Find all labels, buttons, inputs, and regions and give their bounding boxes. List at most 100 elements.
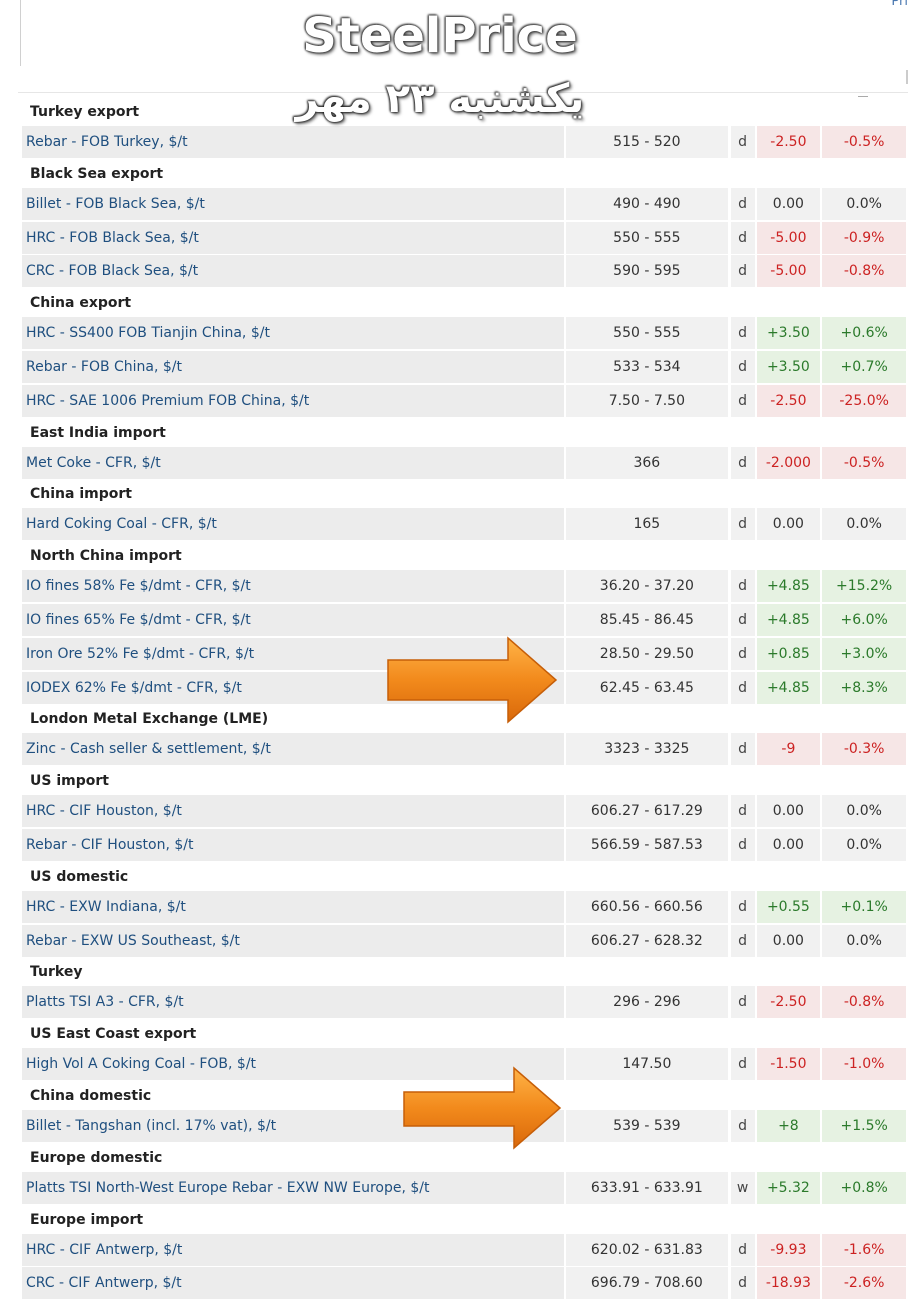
percent-change: -0.9% [822,221,906,254]
table-top-rule [18,92,908,93]
price-change: 0.00 [756,924,821,957]
product-link[interactable]: Hard Coking Coal - CFR, $/t [22,508,565,541]
price-change: -1.50 [756,1048,821,1081]
watermark-title: SteelPrice [302,8,578,64]
percent-change: +1.5% [822,1109,906,1142]
table-row: HRC - FOB Black Sea, $/t 550 - 555 d -5.00-… [22,221,906,254]
percent-change: +0.1% [822,890,906,923]
percent-change: +6.0% [822,603,906,636]
price-range: 539 - 539 [566,1109,728,1142]
price-range: 165 [566,508,728,541]
table-row: Rebar - FOB China, $/t 533 - 534 d +3.50 +0.… [22,350,906,383]
frequency: d [730,637,755,670]
table-row: IODEX 62% Fe $/dmt - CFR, $/t 62.45 - 63.… [22,671,906,704]
product-link[interactable]: CRC - FOB Black Sea, $/t [22,255,565,288]
percent-change: -1.0% [822,1048,906,1081]
price-range: 550 - 555 [566,317,728,350]
orange-arrow-icon [387,636,558,724]
section-header: China export [22,289,906,318]
table-row: Met Coke - CFR, $/t 366 d -2.000 -0.5% [22,446,906,479]
frequency: d [730,570,755,603]
section-header: North China import [22,542,906,571]
frequency: d [730,828,755,861]
orange-arrow-icon-2 [403,1066,562,1150]
percent-change: -2.6% [822,1267,906,1300]
table-row: Platts TSI North-West Europe Rebar - EXW… [22,1171,906,1204]
table-row: CRC - CIF Antwerp, $/t 696.79 - 708.60 d -1… [22,1267,906,1300]
dash-mark [858,96,868,97]
price-range: 62.45 - 63.45 [566,671,728,704]
percent-change: +0.6% [822,317,906,350]
percent-change: +15.2% [822,570,906,603]
price-change: -2.50 [756,986,821,1019]
price-change: -9.93 [756,1233,821,1266]
product-link[interactable]: HRC - SS400 FOB Tianjin China, $/t [22,317,565,350]
product-link[interactable]: Rebar - FOB Turkey, $/t [22,126,565,158]
product-link[interactable]: Rebar - FOB China, $/t [22,350,565,383]
table-row: HRC - SAE 1006 Premium FOB China, $/t 7.5… [22,384,906,417]
table-row: Billet - FOB Black Sea, $/t 490 - 490 d 0.0… [22,187,906,220]
product-link[interactable]: Met Coke - CFR, $/t [22,446,565,479]
table-row: Rebar - FOB Turkey, $/t 515 - 520 d -2.50 -0… [22,126,906,158]
product-link[interactable]: Billet - FOB Black Sea, $/t [22,187,565,220]
percent-change: 0.0% [822,187,906,220]
price-change: -18.93 [756,1267,821,1300]
frequency: d [730,890,755,923]
percent-change: -0.8% [822,986,906,1019]
section-header: China import [22,480,906,509]
product-link[interactable]: HRC - SAE 1006 Premium FOB China, $/t [22,384,565,417]
product-link[interactable]: HRC - CIF Houston, $/t [22,795,565,828]
product-link[interactable]: High Vol A Coking Coal - FOB, $/t [22,1048,565,1081]
table-row: IO fines 65% Fe $/dmt - CFR, $/t 85.45 - … [22,603,906,636]
percent-change: +0.7% [822,350,906,383]
corner-text: Pri [891,0,908,9]
percent-change: 0.0% [822,828,906,861]
percent-change: +0.8% [822,1171,906,1204]
price-change: -9 [756,733,821,766]
table-row: IO fines 58% Fe $/dmt - CFR, $/t 36.20 - … [22,570,906,603]
price-table: Turkey export Rebar - FOB Turkey, $/t 515 … [22,98,906,1301]
product-link[interactable]: HRC - FOB Black Sea, $/t [22,221,565,254]
price-change: +4.85 [756,603,821,636]
price-range: 696.79 - 708.60 [566,1267,728,1300]
price-change: -5.00 [756,221,821,254]
table-row: CRC - FOB Black Sea, $/t 590 - 595 d -5.00-… [22,255,906,288]
product-link[interactable]: CRC - CIF Antwerp, $/t [22,1267,565,1300]
table-row: Rebar - EXW US Southeast, $/t 606.27 - 62… [22,924,906,957]
price-range: 85.45 - 86.45 [566,603,728,636]
percent-change: +3.0% [822,637,906,670]
price-range: 36.20 - 37.20 [566,570,728,603]
price-range: 296 - 296 [566,986,728,1019]
frequency: d [730,384,755,417]
section-header: Europe import [22,1205,906,1234]
section-header: Turkey export [22,98,906,126]
frequency: d [730,603,755,636]
product-link[interactable]: HRC - EXW Indiana, $/t [22,890,565,923]
product-link[interactable]: Rebar - CIF Houston, $/t [22,828,565,861]
table-row: High Vol A Coking Coal - FOB, $/t 147.50 d… [22,1048,906,1081]
table-row: HRC - CIF Houston, $/t 606.27 - 617.29 d 0.… [22,795,906,828]
product-link[interactable]: Zinc - Cash seller & settlement, $/t [22,733,565,766]
table-row: Hard Coking Coal - CFR, $/t 165 d 0.00 0.0% [22,508,906,541]
product-link[interactable]: IO fines 58% Fe $/dmt - CFR, $/t [22,570,565,603]
product-link[interactable]: HRC - CIF Antwerp, $/t [22,1233,565,1266]
scroll-tick [906,70,908,84]
product-link[interactable]: Platts TSI A3 - CFR, $/t [22,986,565,1019]
section-header: US East Coast export [22,1020,906,1049]
section-header: Europe domestic [22,1143,906,1172]
percent-change: 0.0% [822,924,906,957]
table-row: Iron Ore 52% Fe $/dmt - CFR, $/t 28.50 - … [22,637,906,670]
table-row: HRC - EXW Indiana, $/t 660.56 - 660.56 d +0… [22,890,906,923]
frequency: d [730,255,755,288]
product-link[interactable]: IO fines 65% Fe $/dmt - CFR, $/t [22,603,565,636]
product-link[interactable]: Rebar - EXW US Southeast, $/t [22,924,565,957]
section-header: Black Sea export [22,159,906,188]
price-change: +0.55 [756,890,821,923]
price-change: +3.50 [756,317,821,350]
product-link[interactable]: Platts TSI North-West Europe Rebar - EXW… [22,1171,565,1204]
frequency: d [730,924,755,957]
frequency: d [730,795,755,828]
product-link[interactable]: Iron Ore 52% Fe $/dmt - CFR, $/t [22,637,565,670]
price-range: 606.27 - 628.32 [566,924,728,957]
price-range: 3323 - 3325 [566,733,728,766]
